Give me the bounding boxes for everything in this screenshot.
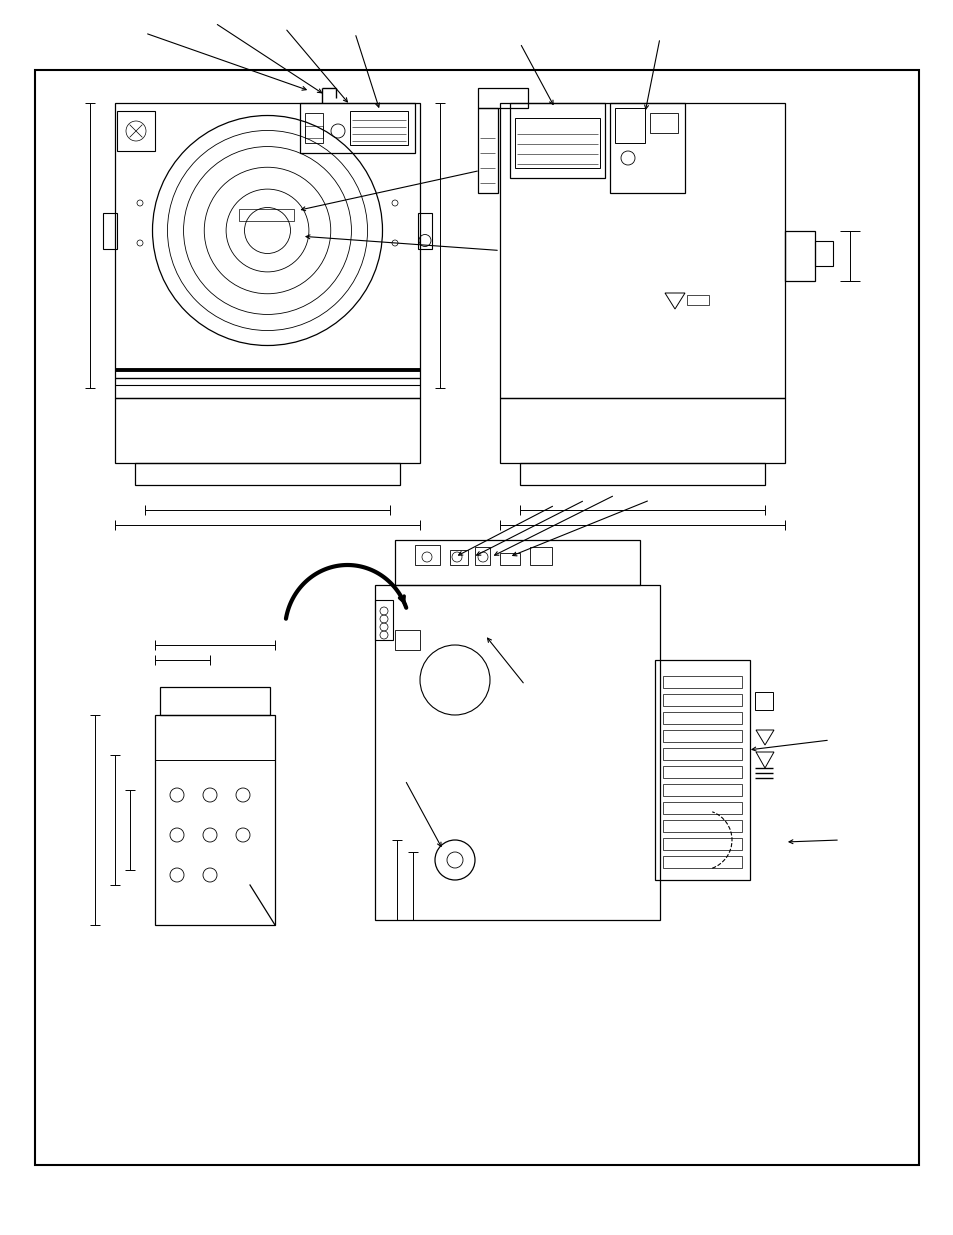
Bar: [754, 692, 772, 710]
Bar: [117, 111, 154, 151]
Bar: [499, 398, 784, 463]
Bar: [519, 463, 764, 485]
Bar: [115, 103, 419, 398]
Bar: [510, 103, 604, 178]
Bar: [115, 398, 419, 463]
Bar: [662, 694, 741, 706]
Bar: [784, 231, 814, 282]
Bar: [515, 119, 599, 168]
Bar: [450, 550, 468, 564]
Bar: [649, 112, 678, 133]
Bar: [154, 715, 274, 925]
Bar: [477, 88, 527, 107]
Bar: [686, 295, 708, 305]
Bar: [662, 730, 741, 742]
Bar: [375, 585, 659, 920]
Bar: [395, 630, 419, 650]
Bar: [662, 676, 741, 688]
Bar: [415, 545, 439, 564]
Bar: [417, 212, 432, 248]
Bar: [499, 103, 784, 398]
Bar: [299, 103, 415, 153]
Bar: [35, 70, 918, 1165]
Bar: [662, 713, 741, 724]
Bar: [814, 241, 832, 266]
Bar: [662, 784, 741, 797]
Bar: [662, 766, 741, 778]
Bar: [609, 103, 684, 193]
Bar: [305, 126, 323, 138]
Bar: [477, 107, 497, 193]
Bar: [160, 687, 270, 715]
Bar: [135, 463, 399, 485]
Bar: [662, 856, 741, 868]
Bar: [662, 802, 741, 814]
Bar: [655, 659, 749, 881]
Bar: [662, 748, 741, 760]
Bar: [350, 111, 408, 144]
Bar: [103, 212, 117, 248]
Bar: [662, 839, 741, 850]
Bar: [499, 553, 519, 564]
Bar: [239, 209, 294, 221]
Bar: [305, 112, 323, 143]
Bar: [475, 547, 490, 564]
Bar: [395, 540, 639, 585]
Bar: [615, 107, 644, 143]
Bar: [530, 547, 552, 564]
Bar: [375, 600, 393, 640]
Bar: [662, 820, 741, 832]
